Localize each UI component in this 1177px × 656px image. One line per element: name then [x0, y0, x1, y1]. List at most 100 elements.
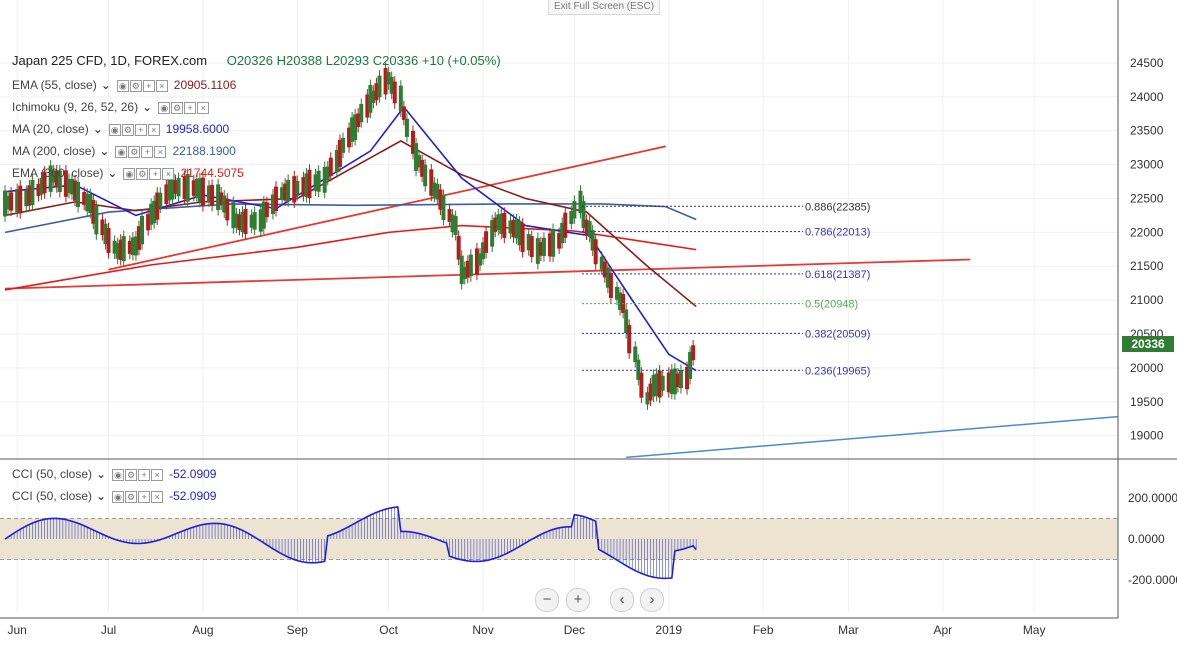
close-icon[interactable]: ×	[162, 167, 175, 180]
cci-plot	[4, 506, 697, 580]
chevron-down-icon[interactable]: ⌄	[99, 144, 110, 158]
close-icon[interactable]: ×	[197, 101, 210, 114]
legend-row[interactable]: EMA (55, close) ⌄ ◉ ⚙ + × 20905.1106	[12, 76, 236, 94]
cci-legend-row[interactable]: CCI (50, close) ⌄ ◉ ⚙ + × -52.0909	[12, 487, 216, 505]
time-tick-label: 2019	[655, 623, 682, 637]
candle-body	[337, 139, 342, 167]
close-icon[interactable]: ×	[147, 123, 160, 136]
settings-icon[interactable]: ⚙	[128, 145, 141, 158]
candle-body	[325, 166, 330, 181]
legend-row[interactable]: MA (20, close) ⌄ ◉ ⚙ + × 19958.6000	[12, 120, 229, 138]
chevron-down-icon[interactable]: ⌄	[92, 122, 103, 136]
candle-body	[578, 190, 583, 214]
candle-body	[42, 171, 47, 194]
plus-icon[interactable]: +	[138, 468, 151, 481]
candle-body	[133, 236, 138, 256]
candle-body	[182, 176, 187, 200]
candle-body	[94, 205, 99, 235]
close-icon[interactable]: ×	[151, 468, 164, 481]
symbol-header: Japan 225 CFD, 1D, FOREX.com O20326 H203…	[12, 52, 501, 70]
time-tick-label: Feb	[753, 623, 774, 637]
close-icon[interactable]: ×	[151, 490, 164, 503]
settings-icon[interactable]: ⚙	[129, 79, 142, 92]
scroll-back-button[interactable]: ‹	[610, 588, 634, 612]
candle-body	[551, 228, 556, 257]
candle-body	[91, 200, 96, 224]
candle-body	[82, 192, 87, 205]
candle-body	[270, 194, 275, 215]
close-icon[interactable]: ×	[154, 145, 167, 158]
candle-body	[441, 194, 446, 221]
scroll-forward-button[interactable]: ›	[640, 588, 664, 612]
candle-body	[252, 212, 257, 230]
indicator-name[interactable]: CCI (50, close)	[12, 489, 93, 503]
indicator-name[interactable]: EMA (300, close)	[12, 166, 104, 180]
candle-body	[146, 214, 151, 231]
settings-icon[interactable]: ⚙	[121, 123, 134, 136]
candle-body	[39, 177, 44, 195]
indicator-name[interactable]: CCI (50, close)	[12, 467, 93, 481]
candle-body	[602, 261, 607, 278]
indicator-name[interactable]: Ichimoku (9, 26, 52, 26)	[12, 100, 139, 114]
chevron-down-icon[interactable]: ⌄	[107, 166, 118, 180]
chevron-down-icon[interactable]: ⌄	[100, 78, 111, 92]
candle-body	[560, 222, 565, 244]
settings-icon[interactable]: ⚙	[125, 490, 138, 503]
legend-row[interactable]: MA (200, close) ⌄ ◉ ⚙ + × 22188.1900	[12, 142, 236, 160]
indicator-name[interactable]: MA (20, close)	[12, 122, 89, 136]
plus-icon[interactable]: +	[142, 79, 155, 92]
symbol-title[interactable]: Japan 225 CFD, 1D, FOREX.com	[12, 53, 208, 68]
fib-label: 0.618(21387)	[805, 269, 870, 281]
candle-body	[18, 185, 23, 214]
settings-icon[interactable]: ⚙	[171, 101, 184, 114]
zoom-in-button[interactable]: +	[566, 588, 590, 612]
indicator-name[interactable]: EMA (55, close)	[12, 78, 97, 92]
trendline-lower	[4, 258, 971, 290]
candle-body	[383, 67, 388, 95]
close-icon[interactable]: ×	[155, 79, 168, 92]
candle-body	[593, 239, 598, 265]
price-tick-label: 23000	[1130, 158, 1164, 172]
plus-icon[interactable]: +	[134, 123, 147, 136]
exit-fullscreen-button[interactable]: Exit Full Screen (ESC)	[548, 0, 661, 15]
plus-icon[interactable]: +	[149, 167, 162, 180]
price-tick-label: 24500	[1130, 56, 1164, 70]
candle-body	[599, 256, 604, 270]
candle-body	[6, 195, 11, 210]
cci-legend-row[interactable]: CCI (50, close) ⌄ ◉ ⚙ + × -52.0909	[12, 465, 216, 483]
eye-icon[interactable]: ◉	[116, 79, 129, 92]
indicator-name[interactable]: MA (200, close)	[12, 144, 96, 158]
candle-body	[587, 221, 592, 237]
chevron-down-icon[interactable]: ⌄	[142, 100, 153, 114]
candle-body	[493, 217, 498, 232]
eye-icon[interactable]: ◉	[158, 101, 171, 114]
chevron-down-icon[interactable]: ⌄	[96, 467, 107, 481]
plus-icon[interactable]: +	[141, 145, 154, 158]
eye-icon[interactable]: ◉	[112, 468, 125, 481]
time-tick-label: Jun	[7, 623, 26, 637]
legend-row[interactable]: EMA (300, close) ⌄ ◉ ⚙ + × 21744.5075	[12, 164, 244, 182]
settings-icon[interactable]: ⚙	[136, 167, 149, 180]
plus-icon[interactable]: +	[184, 101, 197, 114]
candle-body	[386, 72, 391, 85]
candle-body	[502, 212, 507, 238]
cci-tick-label: 200.0000	[1128, 491, 1177, 505]
candle-body	[666, 372, 671, 393]
candle-body	[508, 220, 513, 234]
candle-body	[216, 184, 221, 211]
eye-icon[interactable]: ◉	[123, 167, 136, 180]
eye-icon[interactable]: ◉	[108, 123, 121, 136]
settings-icon[interactable]: ⚙	[125, 468, 138, 481]
chevron-down-icon[interactable]: ⌄	[96, 489, 107, 503]
plus-icon[interactable]: +	[138, 490, 151, 503]
candle-body	[645, 392, 650, 405]
eye-icon[interactable]: ◉	[115, 145, 128, 158]
legend-row[interactable]: Ichimoku (9, 26, 52, 26) ⌄ ◉ ⚙ + ×	[12, 98, 215, 116]
zoom-out-button[interactable]: −	[535, 588, 559, 612]
candle-body	[499, 213, 504, 234]
indicator-value: -52.0909	[169, 489, 217, 503]
price-tick-label: 21000	[1130, 293, 1164, 307]
candle-body	[404, 118, 409, 137]
eye-icon[interactable]: ◉	[112, 490, 125, 503]
